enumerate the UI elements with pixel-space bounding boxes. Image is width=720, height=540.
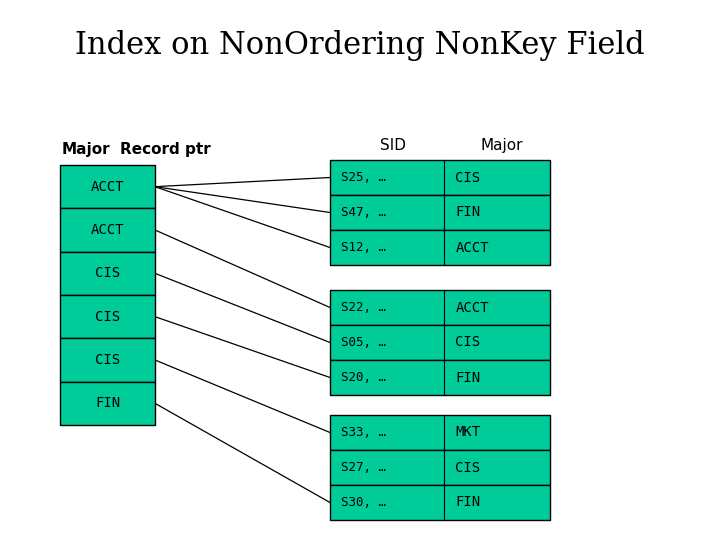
Text: S33, …: S33, … xyxy=(341,426,386,439)
Text: S47, …: S47, … xyxy=(341,206,386,219)
Text: CIS: CIS xyxy=(95,309,120,323)
Text: CIS: CIS xyxy=(95,266,120,280)
Text: S12, …: S12, … xyxy=(341,241,386,254)
Text: ACCT: ACCT xyxy=(455,240,489,254)
Text: S25, …: S25, … xyxy=(341,171,386,184)
Text: SID: SID xyxy=(380,138,406,153)
Text: S20, …: S20, … xyxy=(341,371,386,384)
Bar xyxy=(60,295,155,339)
Bar xyxy=(330,485,550,520)
Text: MKT: MKT xyxy=(455,426,480,440)
Text: FIN: FIN xyxy=(455,206,480,219)
Bar xyxy=(330,160,550,195)
Text: CIS: CIS xyxy=(95,353,120,367)
Text: ACCT: ACCT xyxy=(91,180,125,194)
Bar xyxy=(330,360,550,395)
Bar xyxy=(60,339,155,382)
Text: S05, …: S05, … xyxy=(341,336,386,349)
Text: ACCT: ACCT xyxy=(455,300,489,314)
Text: ACCT: ACCT xyxy=(91,223,125,237)
Text: S22, …: S22, … xyxy=(341,301,386,314)
Bar xyxy=(60,165,155,208)
Text: S30, …: S30, … xyxy=(341,496,386,509)
Text: FIN: FIN xyxy=(455,496,480,510)
Bar xyxy=(330,290,550,325)
Bar xyxy=(330,415,550,450)
Bar xyxy=(330,195,550,230)
Bar xyxy=(330,325,550,360)
Bar xyxy=(60,382,155,425)
Bar xyxy=(60,252,155,295)
Bar xyxy=(330,230,550,265)
Text: FIN: FIN xyxy=(455,370,480,384)
Text: Index on NonOrdering NonKey Field: Index on NonOrdering NonKey Field xyxy=(75,30,645,61)
Text: Major: Major xyxy=(480,138,523,153)
Text: S27, …: S27, … xyxy=(341,461,386,474)
Text: Record ptr: Record ptr xyxy=(120,142,211,157)
Text: CIS: CIS xyxy=(455,171,480,185)
Bar xyxy=(60,208,155,252)
Text: FIN: FIN xyxy=(95,396,120,410)
Text: CIS: CIS xyxy=(455,335,480,349)
Text: Major: Major xyxy=(62,142,111,157)
Bar xyxy=(330,450,550,485)
Text: CIS: CIS xyxy=(455,461,480,475)
